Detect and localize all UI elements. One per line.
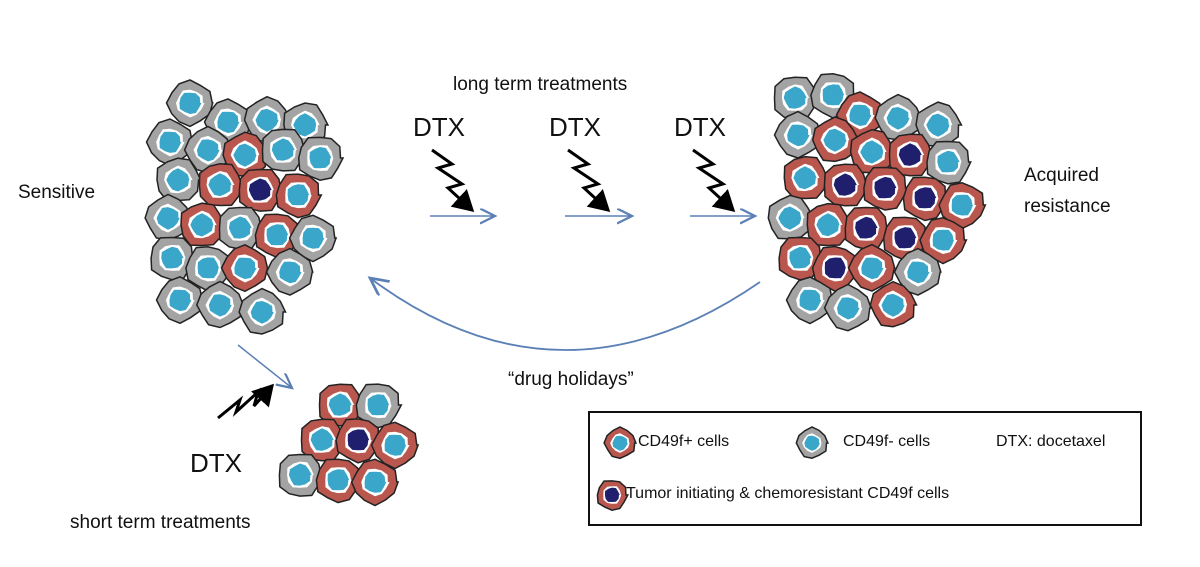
tic-cell xyxy=(596,480,630,511)
cd49f-pos-cell xyxy=(847,243,896,292)
label-long-term: long term treatments xyxy=(453,74,628,95)
legend-cd49f-neg: CD49f- cells xyxy=(843,433,931,450)
cd49f-pos-cell xyxy=(180,202,226,247)
cd49f-pos-cell xyxy=(370,421,420,470)
lightning-bolt-icon-2 xyxy=(567,148,611,213)
cd49f-neg-cell xyxy=(893,247,942,296)
short-term-arrow xyxy=(237,344,292,388)
cd49f-pos-cell xyxy=(783,155,829,200)
cd49f-pos-cell xyxy=(938,182,987,230)
cd49f-pos-cell xyxy=(869,280,918,328)
cd49f-neg-cell xyxy=(773,76,818,120)
cd49f-neg-cell xyxy=(218,206,263,250)
legend: CD49f+ cells CD49f- cells DTX: docetaxel… xyxy=(588,411,1142,526)
label-resistance: resistance xyxy=(1024,196,1111,217)
cd49f-pos-cell xyxy=(806,202,852,247)
tic-cell xyxy=(238,168,284,212)
cd49f-neg-cell xyxy=(874,93,923,141)
cd49f-neg-cell xyxy=(355,383,403,429)
tic-cell xyxy=(863,166,910,211)
cd49f-neg-cell xyxy=(265,247,314,296)
legend-cd49f-pos: CD49f+ cells xyxy=(638,433,730,450)
cd49f-neg-cell xyxy=(297,136,345,181)
cd49f-pos-cell xyxy=(811,116,860,163)
dtx-label-short: DTX xyxy=(190,448,242,478)
cd49f-neg-cell xyxy=(150,236,196,281)
arrows xyxy=(237,216,761,388)
legend-tic: Tumor initiating & chemoresistant CD49f … xyxy=(626,485,950,502)
cell-clusters xyxy=(144,73,987,507)
cd49f-neg-cell xyxy=(773,110,822,159)
cd49f-neg-cell xyxy=(926,140,972,185)
cd49f-neg-cell xyxy=(185,246,233,292)
cd49f-neg-cell xyxy=(155,275,204,325)
cd49f-pos-cell xyxy=(198,163,244,207)
cd49f-pos-cell xyxy=(220,243,269,293)
label-short-term: short term treatments xyxy=(70,512,251,533)
label-acquired: Acquired xyxy=(1024,165,1099,186)
cd49f-neg-cell xyxy=(767,194,815,240)
cd49f-neg-cell xyxy=(261,128,306,172)
cd49f-pos-cell xyxy=(603,426,638,460)
cd49f-neg-cell xyxy=(243,95,292,143)
dtx-label-2: DTX xyxy=(549,112,601,142)
cd49f-neg-cell xyxy=(195,280,245,329)
tic-cell xyxy=(335,418,383,464)
cd49f-neg-cell xyxy=(145,118,194,167)
tic-cell xyxy=(902,176,950,222)
cd49f-pos-cell xyxy=(222,131,270,177)
tic-cell xyxy=(888,133,933,177)
tic-cell xyxy=(844,206,890,251)
cd49f-pos-cell xyxy=(919,217,968,265)
lightning-bolt-icon-3 xyxy=(692,148,736,213)
lightning-bolts xyxy=(217,148,736,420)
cd49f-neg-cell xyxy=(144,193,193,241)
cd49f-neg-cell xyxy=(823,283,873,332)
cd49f-neg-cell xyxy=(165,79,214,128)
cd49f-neg-cell xyxy=(156,157,202,202)
cd49f-neg-cell xyxy=(183,125,233,174)
legend-icons xyxy=(596,426,830,511)
cd49f-pos-cell xyxy=(315,458,363,504)
tic-cell xyxy=(823,163,868,207)
cd49f-neg-cell xyxy=(795,426,830,459)
cd49f-neg-cell xyxy=(288,214,338,263)
lightning-bolt-icon-short xyxy=(217,383,275,420)
cd49f-pos-cell xyxy=(350,458,400,507)
cd49f-neg-cell xyxy=(238,287,287,335)
dtx-label-3: DTX xyxy=(674,112,726,142)
tic-cell xyxy=(811,245,860,293)
cd49f-pos-cell xyxy=(300,418,345,462)
dtx-label-1: DTX xyxy=(413,112,465,142)
label-sensitive: Sensitive xyxy=(18,182,96,203)
label-drug-holidays: “drug holidays” xyxy=(508,369,634,390)
cd49f-neg-cell xyxy=(915,101,963,147)
drug-holiday-arrow xyxy=(370,278,761,351)
cd49f-neg-cell xyxy=(278,453,324,497)
legend-dtx: DTX: docetaxel xyxy=(996,433,1106,450)
cd49f-neg-cell xyxy=(785,276,834,325)
lightning-bolt-icon-1 xyxy=(431,148,475,213)
cd49f-pos-cell xyxy=(275,173,323,219)
